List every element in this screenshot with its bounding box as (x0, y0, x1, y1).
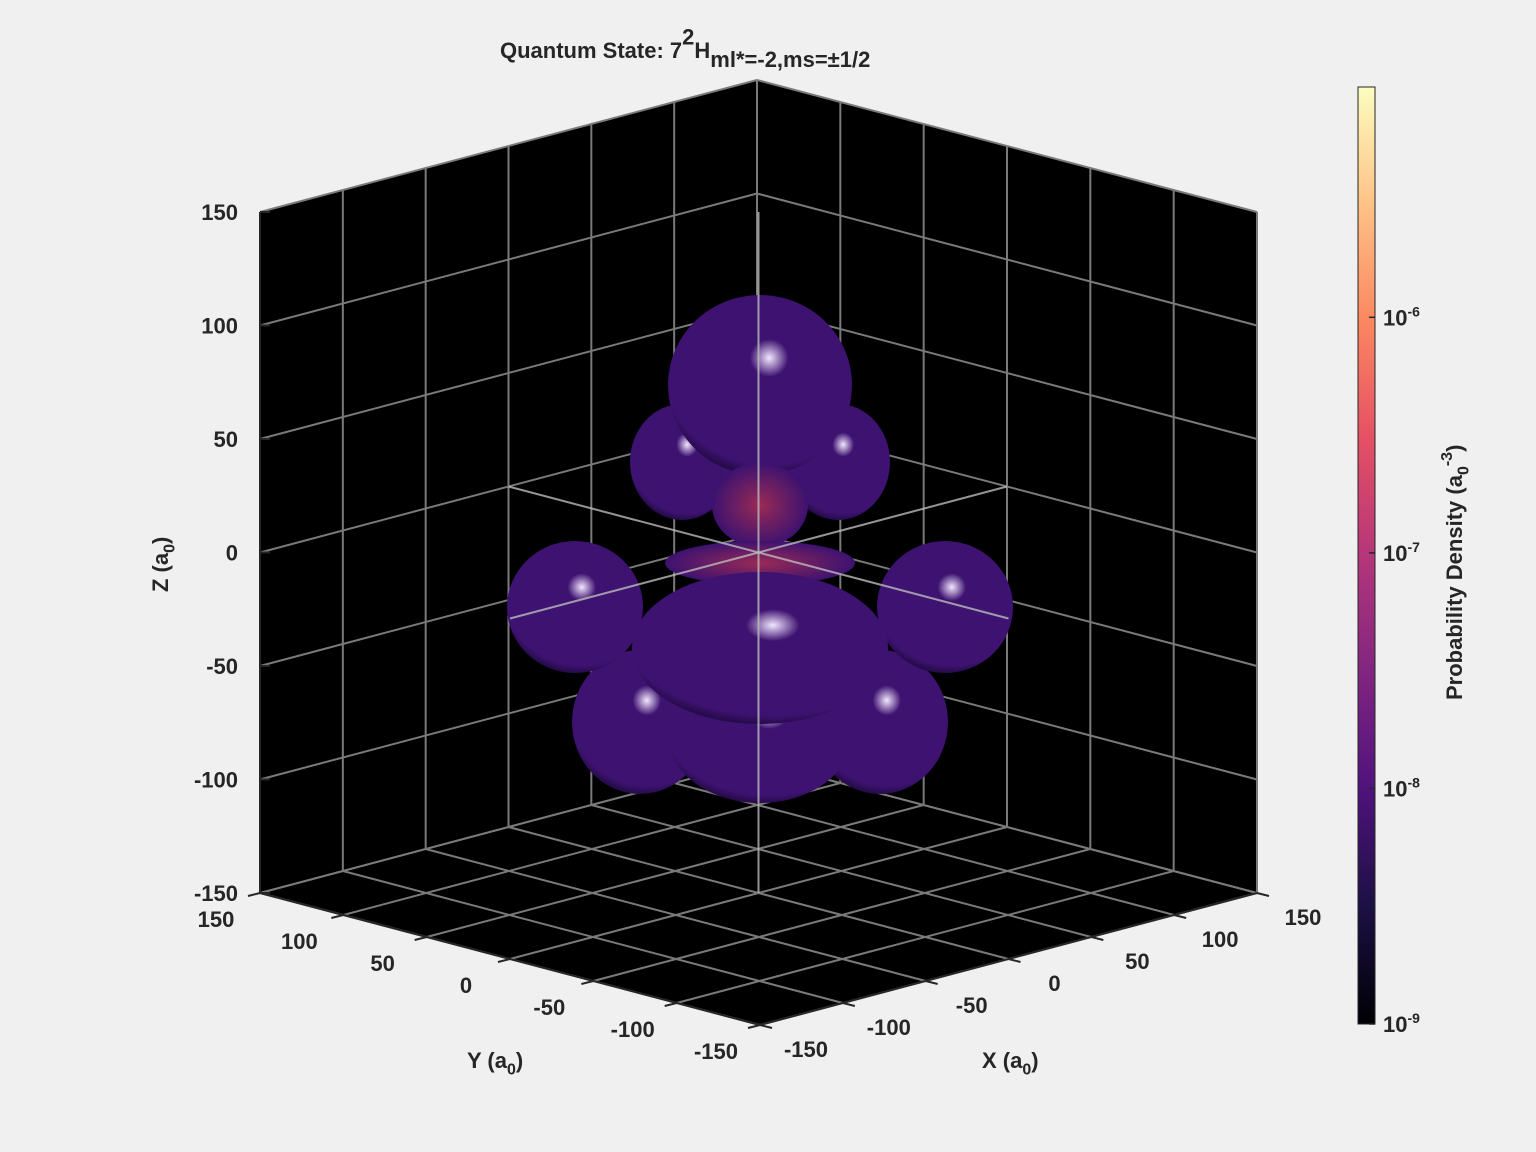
grid-line (756, 760, 1258, 894)
z-axis-label-part: 0 (162, 544, 179, 553)
x-axis-label-part: ) (1031, 1048, 1038, 1073)
colorbar-tick-label: 10-8 (1383, 774, 1420, 801)
colorbar-tick-label-part: -8 (1407, 774, 1420, 790)
x-tick-label: -100 (867, 1015, 911, 1040)
grid-line (259, 79, 758, 213)
y-tick-label: -50 (533, 995, 565, 1020)
z-axis-label: Z (a0) (148, 537, 179, 592)
colorbar-tick-label-part: 10 (1383, 776, 1407, 801)
grid-line (756, 192, 1258, 327)
x-tick-label: 150 (1285, 905, 1322, 930)
chart-title-part: ml*=-2,ms=±1/2 (710, 47, 870, 72)
colorbar-label-part: -3 (1439, 452, 1456, 466)
y-tick (414, 936, 427, 941)
grid-line (259, 306, 758, 440)
x-axis-label-part: 0 (1022, 1062, 1031, 1079)
x-axis-label-part: X (a (982, 1048, 1023, 1073)
orbital-lobe (668, 295, 852, 475)
z-tick-label: 100 (201, 314, 238, 339)
y-tick-label: -100 (611, 1017, 655, 1042)
x-tick (1008, 958, 1021, 963)
x-tick (759, 1024, 773, 1029)
x-tick (1173, 914, 1187, 919)
x-axis-label: X (a0) (982, 1048, 1039, 1079)
z-tick-label: -100 (194, 768, 238, 793)
chart-title-part: 2 (682, 25, 694, 50)
z-tick-label: -150 (194, 881, 238, 906)
colorbar-tick-label: 10-6 (1383, 303, 1420, 330)
z-tick-label: 150 (201, 200, 238, 225)
y-axis-label-part: Y (a (467, 1048, 508, 1073)
y-tick-label: 150 (198, 907, 235, 932)
colorbar-tick-label-part: 10 (1383, 305, 1407, 330)
grid-line (756, 79, 1258, 213)
y-axis-label-part: ) (516, 1048, 523, 1073)
grid-line (593, 848, 1091, 982)
y-tick-label: 0 (460, 973, 472, 998)
y-tick-label: -150 (694, 1039, 738, 1064)
grid-line (426, 804, 924, 938)
y-tick-label: 100 (281, 929, 318, 954)
x-tick-label: 50 (1125, 949, 1149, 974)
z-tick-label: 50 (214, 427, 238, 452)
chart-title: Quantum State: 72Hml*=-2,ms=±1/2 (500, 25, 870, 73)
orbital-lobe (507, 541, 643, 673)
y-axis-label-part: 0 (507, 1062, 516, 1079)
x-tick (1091, 936, 1104, 941)
y-tick (331, 914, 344, 919)
colorbar-label-part: 0 (1456, 466, 1473, 475)
chart-title-part: H (694, 38, 710, 63)
y-tick-label: 50 (370, 951, 394, 976)
colorbar-label: Probability Density (a0-3) (1439, 445, 1473, 700)
y-tick (664, 1002, 677, 1007)
z-axis-label-part: Z (a (148, 552, 173, 592)
orbital-core (712, 463, 808, 547)
colorbar-tick-label-part: -6 (1407, 303, 1420, 319)
y-tick (497, 958, 511, 963)
z-axis-label-part: ) (148, 537, 173, 544)
colorbar-tick-label-part: -7 (1407, 539, 1420, 555)
y-tick (247, 892, 261, 897)
y-axis-label: Y (a0) (467, 1048, 523, 1079)
colorbar-tick-label: 10-9 (1383, 1010, 1420, 1037)
x-tick-label: -50 (956, 993, 988, 1018)
colorbar-tick-label-part: -9 (1407, 1010, 1420, 1026)
x-tick (1256, 892, 1270, 897)
orbital-torus (632, 572, 888, 724)
colorbar (1357, 86, 1376, 1025)
colorbar-tick-label-part: 10 (1383, 1012, 1407, 1037)
y-tick (747, 1024, 761, 1029)
orbital-lobe (877, 541, 1013, 673)
z-tick-label: -50 (206, 654, 238, 679)
z-tick-label: 0 (226, 541, 238, 566)
x-tick (842, 1002, 856, 1007)
y-tick (581, 980, 594, 985)
colorbar-tick-label-part: 10 (1383, 541, 1407, 566)
x-tick (925, 980, 938, 985)
colorbar-label-part: ) (1442, 445, 1467, 452)
grid-line (259, 192, 758, 327)
colorbar-tick-label: 10-7 (1383, 539, 1420, 566)
x-tick-label: 0 (1048, 971, 1060, 996)
grid-line (756, 306, 1258, 440)
chart-title-part: Quantum State: 7 (500, 38, 682, 63)
colorbar-label-part: Probability Density (a (1442, 474, 1467, 700)
x-tick-label: -150 (784, 1037, 828, 1062)
grid-line (676, 870, 1174, 1004)
x-tick-label: 100 (1202, 927, 1239, 952)
orbital-ring (665, 541, 855, 585)
